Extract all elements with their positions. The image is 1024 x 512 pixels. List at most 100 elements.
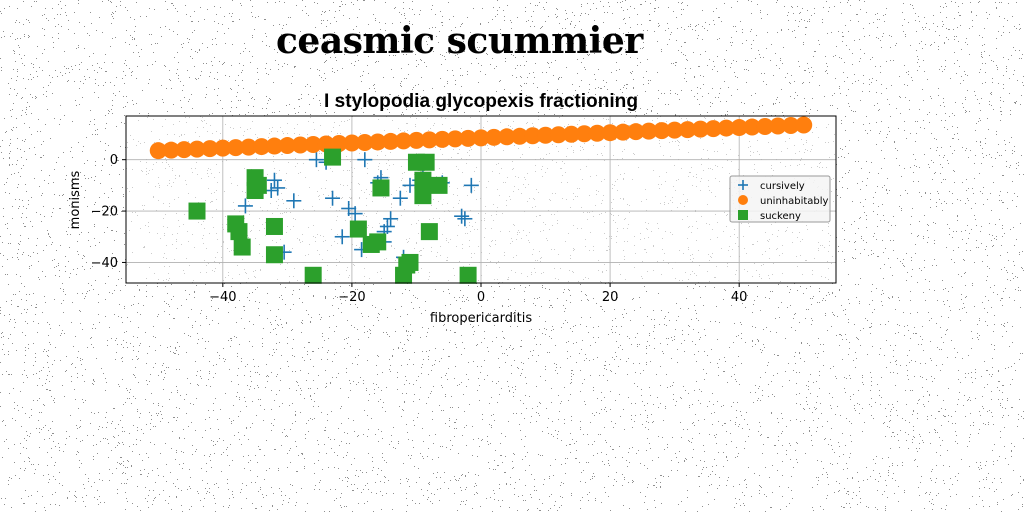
series-uninhabitably <box>149 116 813 160</box>
data-point <box>472 129 490 147</box>
legend: cursively uninhabitably suckeny <box>729 175 831 223</box>
data-point <box>769 117 787 135</box>
data-point <box>454 208 470 224</box>
data-point <box>588 124 606 142</box>
x-tick-label: 40 <box>731 290 748 305</box>
data-point <box>392 190 408 206</box>
legend-marker <box>738 210 748 220</box>
data-point <box>175 141 193 159</box>
data-point <box>691 120 709 138</box>
data-point <box>253 138 271 156</box>
data-point <box>369 133 387 151</box>
legend-marker <box>738 180 748 190</box>
data-point <box>756 118 774 136</box>
data-point <box>433 130 451 148</box>
data-point <box>704 120 722 138</box>
data-point <box>317 135 335 153</box>
data-point <box>417 153 435 171</box>
data-point <box>627 123 645 141</box>
data-point <box>463 177 479 193</box>
data-point <box>459 129 477 147</box>
data-point <box>227 139 245 157</box>
data-point <box>457 211 473 227</box>
data-point <box>304 136 322 154</box>
data-point <box>308 152 324 168</box>
data-point <box>330 134 348 152</box>
data-point <box>614 123 632 141</box>
data-point <box>730 119 748 137</box>
data-point <box>324 148 342 166</box>
data-point <box>356 133 374 151</box>
data-point <box>201 140 219 158</box>
x-tick-label: 0 <box>477 290 485 305</box>
data-point <box>265 246 283 264</box>
data-point <box>334 229 350 245</box>
grid-lines <box>126 116 836 283</box>
data-point <box>162 141 180 159</box>
data-point <box>347 206 363 222</box>
data-point <box>640 122 658 140</box>
data-point <box>430 176 448 194</box>
data-point <box>795 116 813 134</box>
x-axis-label: fibropericarditis <box>430 311 532 326</box>
data-point <box>407 131 425 149</box>
data-point <box>265 217 283 235</box>
chart-title: I stylopodia glycopexis fractioning <box>324 91 638 112</box>
data-point <box>270 180 286 196</box>
data-point <box>233 238 251 256</box>
data-point <box>679 121 697 139</box>
data-point <box>188 140 206 158</box>
data-point <box>653 122 671 140</box>
data-point <box>149 142 167 160</box>
x-tick-label: 20 <box>602 290 619 305</box>
data-point <box>420 223 438 241</box>
data-point <box>420 131 438 149</box>
data-point <box>601 124 619 142</box>
data-point <box>782 117 800 135</box>
data-point <box>485 128 503 146</box>
data-point <box>395 132 413 150</box>
data-point <box>325 190 341 206</box>
data-point <box>188 202 206 220</box>
data-point <box>717 119 735 137</box>
data-point <box>278 137 296 155</box>
data-point <box>414 187 432 205</box>
data-point <box>511 127 529 145</box>
data-point <box>498 128 516 146</box>
legend-label: suckeny <box>760 211 801 222</box>
data-point <box>369 233 387 251</box>
y-axis-label: monisms <box>68 170 83 229</box>
data-point <box>349 220 367 238</box>
data-point <box>237 198 253 214</box>
legend-marker <box>738 195 748 205</box>
data-point <box>537 126 555 144</box>
y-tick-label: −20 <box>91 205 118 220</box>
data-point <box>459 266 477 284</box>
data-point <box>343 134 361 152</box>
x-tick-label: −20 <box>338 290 365 305</box>
data-point <box>549 126 567 144</box>
legend-label: cursively <box>760 181 805 192</box>
data-point <box>383 211 399 227</box>
legend-box <box>729 175 831 223</box>
data-point <box>382 132 400 150</box>
axis-ticks: −40 −20 0 20 40 0 −20 −40 <box>91 153 748 305</box>
data-point <box>401 253 419 271</box>
data-point <box>240 138 258 156</box>
series-suckeny <box>188 148 477 284</box>
data-point <box>372 179 390 197</box>
data-point <box>266 172 282 188</box>
y-tick-label: 0 <box>110 153 118 168</box>
data-point <box>357 152 373 168</box>
data-point <box>304 266 322 284</box>
data-point <box>291 136 309 154</box>
data-point <box>214 139 232 157</box>
data-point <box>265 137 283 155</box>
legend-label: uninhabitably <box>760 196 829 207</box>
data-series <box>149 116 813 284</box>
data-point <box>249 176 267 194</box>
data-point <box>414 171 432 189</box>
data-point <box>524 127 542 145</box>
